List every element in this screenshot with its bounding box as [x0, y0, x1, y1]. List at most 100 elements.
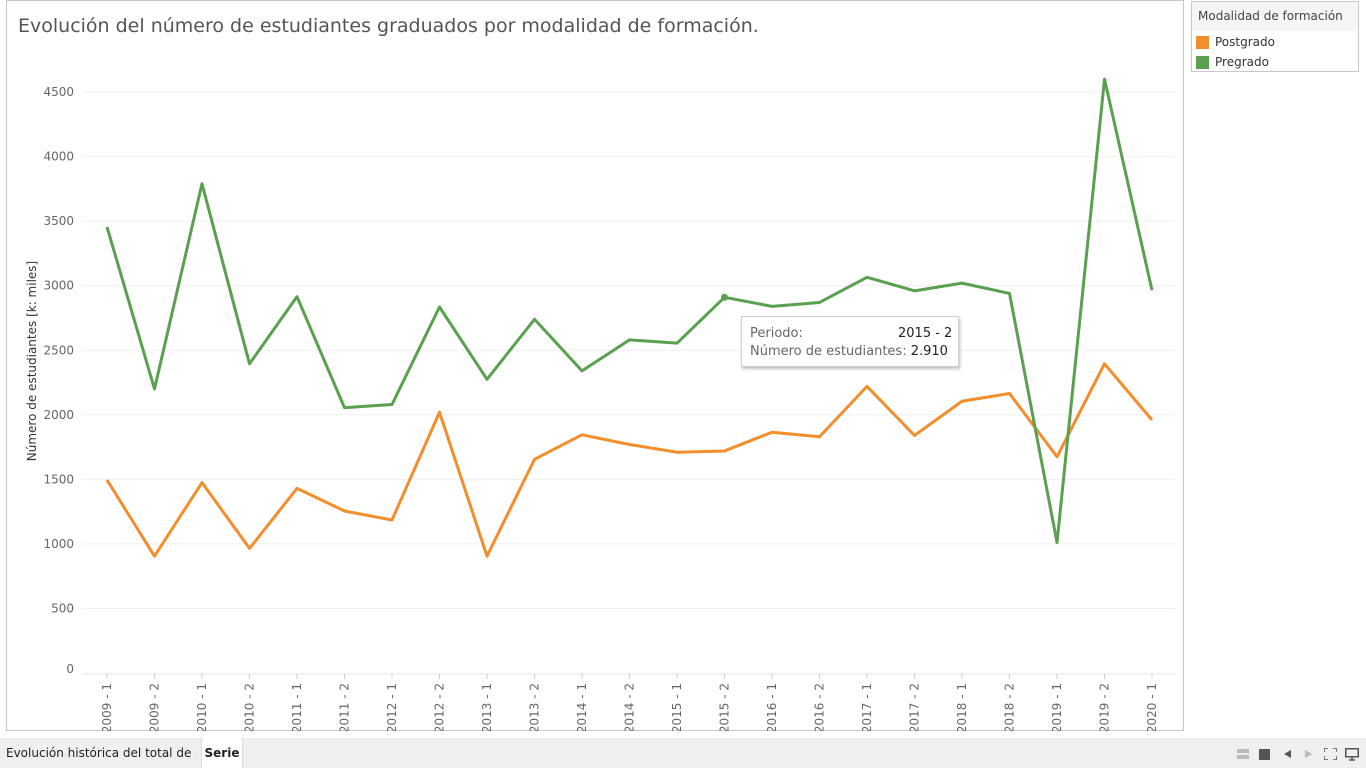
data-point-pregrado[interactable]: [1146, 284, 1158, 296]
prev-icon[interactable]: [1284, 750, 1291, 758]
x-tick-label: 2019 - 2: [1098, 683, 1112, 731]
present-icon[interactable]: [1345, 748, 1359, 761]
tooltip-row-period-value: 2015 - 2: [898, 326, 952, 341]
data-point-postgrado[interactable]: [339, 505, 351, 517]
y-axis-label: Número de estudiantes [k: miles]: [25, 261, 39, 461]
x-tick-label: 2016 - 2: [813, 683, 827, 731]
x-tick-label: 2015 - 2: [718, 683, 732, 731]
data-point-postgrado[interactable]: [244, 542, 256, 554]
data-point-pregrado[interactable]: [861, 271, 873, 283]
data-point-postgrado[interactable]: [149, 550, 161, 562]
data-point-pregrado[interactable]: [481, 373, 493, 385]
data-point-postgrado[interactable]: [766, 426, 778, 438]
data-point-postgrado[interactable]: [1051, 451, 1063, 463]
series-layer: [101, 73, 1158, 562]
x-axis-ticks: 2009 - 1 2009 - 2 2010 - 1 2010 - 2 2011 - 1…: [100, 674, 1159, 731]
data-point-pregrado[interactable]: [1099, 73, 1111, 85]
data-point-pregrado[interactable]: [624, 334, 636, 346]
chart-title: Evolución del número de estudiantes grad…: [18, 15, 759, 37]
x-tick-label: 2017 - 1: [860, 683, 874, 731]
y-tick-label: 4500: [43, 85, 74, 99]
data-point-pregrado[interactable]: [1004, 287, 1016, 299]
x-tick-label: 2012 - 1: [385, 683, 399, 731]
data-point-postgrado[interactable]: [386, 514, 398, 526]
legend-title: Modalidad de formación: [1198, 9, 1343, 23]
y-tick-label: 0: [66, 662, 74, 676]
tooltip-count-value: 2.910: [910, 344, 948, 359]
data-point-postgrado[interactable]: [956, 395, 968, 407]
data-point-pregrado[interactable]: [909, 285, 921, 297]
data-point-postgrado[interactable]: [1146, 414, 1158, 426]
data-point-pregrado[interactable]: [529, 313, 541, 325]
x-tick-label: 2020 - 1: [1145, 683, 1159, 731]
data-point-postgrado[interactable]: [671, 446, 683, 458]
data-point-pregrado[interactable]: [814, 296, 826, 308]
y-tick-label: 3000: [43, 279, 74, 293]
data-point-postgrado[interactable]: [529, 453, 541, 465]
data-point-postgrado[interactable]: [291, 482, 303, 494]
data-point-postgrado[interactable]: [1004, 387, 1016, 399]
legend-item-pregrado[interactable]: Pregrado: [1196, 54, 1269, 70]
x-tick-label: 2015 - 1: [670, 683, 684, 731]
y-tick-label: 500: [51, 601, 74, 615]
x-tick-label: 2010 - 1: [195, 683, 209, 731]
y-tick-label: 2000: [43, 408, 74, 422]
x-tick-label: 2009 - 1: [100, 683, 114, 731]
x-tick-label: 2011 - 1: [290, 683, 304, 731]
x-tick-label: 2014 - 2: [623, 683, 637, 731]
data-point-postgrado[interactable]: [624, 438, 636, 450]
data-point-pregrado[interactable]: [101, 221, 113, 233]
tab-evolucion-historica[interactable]: Evolución histórica del total de e...: [6, 746, 196, 760]
data-point-pregrado[interactable]: [671, 337, 683, 349]
y-tick-label: 2500: [43, 343, 74, 357]
data-point-pregrado[interactable]: [956, 277, 968, 289]
data-point-pregrado[interactable]: [149, 383, 161, 395]
data-point-postgrado[interactable]: [481, 550, 493, 562]
x-tick-label: 2014 - 1: [575, 683, 589, 731]
series-line-pregrado[interactable]: [105, 77, 1154, 545]
x-tick-label: 2009 - 2: [148, 683, 162, 731]
data-point-postgrado[interactable]: [101, 474, 113, 486]
x-tick-label: 2013 - 1: [480, 683, 494, 731]
y-axis-ticks: 0 500 1000 1500 2000 2500 3000 3500 4000 4500: [43, 85, 74, 676]
data-point-postgrado[interactable]: [861, 380, 873, 392]
next-icon[interactable]: [1305, 750, 1312, 758]
legend: Modalidad de formación Postgrado Pregrad…: [1191, 1, 1359, 72]
data-point-postgrado[interactable]: [196, 477, 208, 489]
data-point-postgrado[interactable]: [909, 429, 921, 441]
fullscreen-icon[interactable]: [1324, 748, 1337, 760]
data-point-postgrado[interactable]: [814, 431, 826, 443]
data-point-postgrado[interactable]: [1099, 358, 1111, 370]
tooltip-row-count: Número de estudiantes: 2.910: [750, 344, 948, 359]
series-line-postgrado[interactable]: [105, 362, 1154, 558]
tooltip: Periodo: 2015 - 2 Número de estudiantes:…: [741, 316, 959, 367]
line-chart[interactable]: 0 500 1000 1500 2000 2500 3000 3500 4000 4500 200…: [0, 0, 1190, 731]
tooltip-count-label: Número de estudiantes:: [750, 344, 907, 359]
data-point-postgrado[interactable]: [576, 429, 588, 441]
data-point-pregrado[interactable]: [576, 365, 588, 377]
x-tick-label: 2013 - 2: [528, 683, 542, 731]
tab-serie[interactable]: Serie: [201, 738, 243, 768]
x-tick-label: 2018 - 1: [955, 683, 969, 731]
y-tick-label: 1000: [43, 537, 74, 551]
data-point-pregrado[interactable]: [766, 300, 778, 312]
grid-view-icon[interactable]: [1237, 749, 1249, 759]
legend-swatch-postgrado: [1196, 35, 1209, 49]
data-point-pregrado[interactable]: [434, 301, 446, 313]
data-point-postgrado[interactable]: [719, 445, 731, 457]
data-point-pregrado[interactable]: [244, 358, 256, 370]
data-point-pregrado[interactable]: [1051, 537, 1063, 549]
x-tick-label: 2016 - 1: [765, 683, 779, 731]
data-point-pregrado[interactable]: [291, 291, 303, 303]
y-tick-label: 3500: [43, 214, 74, 228]
data-point-postgrado[interactable]: [434, 406, 446, 418]
single-view-icon[interactable]: [1259, 749, 1270, 760]
highlighted-point[interactable]: [721, 293, 728, 301]
data-point-pregrado[interactable]: [386, 398, 398, 410]
legend-label-pregrado: Pregrado: [1215, 55, 1269, 69]
data-point-pregrado[interactable]: [196, 178, 208, 190]
x-tick-label: 2011 - 2: [338, 683, 352, 731]
legend-item-postgrado[interactable]: Postgrado: [1196, 34, 1275, 50]
legend-label-postgrado: Postgrado: [1215, 35, 1275, 49]
data-point-pregrado[interactable]: [339, 402, 351, 414]
